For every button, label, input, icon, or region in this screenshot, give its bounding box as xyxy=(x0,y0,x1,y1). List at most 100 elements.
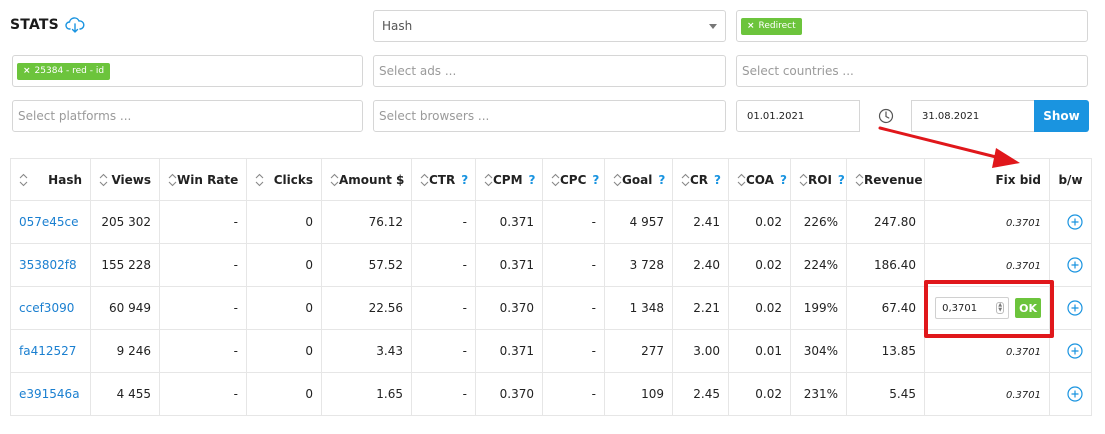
col-header-cpc[interactable]: CPC? xyxy=(542,158,605,201)
browsers-select[interactable]: Select browsers ... xyxy=(373,100,726,132)
col-label: CPM xyxy=(493,172,523,187)
redirect-tag-label: Redirect xyxy=(758,21,796,31)
col-header-revenue[interactable]: Revenue xyxy=(846,158,925,201)
add-circle-icon[interactable] xyxy=(1067,257,1083,273)
type-multiselect[interactable]: × Redirect xyxy=(736,10,1088,42)
cell-goal: 277 xyxy=(604,329,673,373)
sort-icon[interactable] xyxy=(613,173,622,187)
add-circle-icon[interactable] xyxy=(1067,300,1083,316)
fix-bid-input-value: 0,3701 xyxy=(942,302,978,314)
sort-icon[interactable] xyxy=(330,173,339,187)
countries-select[interactable]: Select countries ... xyxy=(736,55,1088,87)
chevron-down-icon xyxy=(709,24,717,29)
sort-icon[interactable] xyxy=(420,173,429,187)
col-header-cpm[interactable]: CPM? xyxy=(475,158,543,201)
cell-cpc: - xyxy=(542,286,605,330)
col-header-ctr[interactable]: CTR? xyxy=(411,158,476,201)
date-from-value: 01.01.2021 xyxy=(747,110,805,122)
cell-ctr: - xyxy=(411,372,476,416)
campaign-tag: × 25384 - red - id xyxy=(17,62,111,80)
cell-amount: 57.52 xyxy=(321,243,412,287)
stats-table: Hash Views Win Rate Clicks Amount $ CTR?… xyxy=(10,158,1092,416)
sort-icon[interactable] xyxy=(551,173,560,187)
sort-icon[interactable] xyxy=(255,173,264,187)
table-row: 353802f8 155 228 - 0 57.52 - 0.371 - 3 7… xyxy=(10,243,1092,287)
col-header-views[interactable]: Views xyxy=(90,158,160,201)
cell-revenue: 13.85 xyxy=(846,329,925,373)
hash-select[interactable]: Hash xyxy=(373,10,726,42)
campaign-multiselect[interactable]: × 25384 - red - id xyxy=(12,55,363,87)
col-label: CR xyxy=(690,172,709,187)
col-header-amount[interactable]: Amount $ xyxy=(321,158,412,201)
cloud-download-icon[interactable] xyxy=(65,16,85,34)
cell-clicks: 0 xyxy=(246,372,322,416)
date-to-input[interactable]: 31.08.2021 xyxy=(911,100,1035,132)
fix-bid-value[interactable]: 0.3701 xyxy=(1006,218,1041,229)
number-spinner-icon[interactable]: ▲ ▼ xyxy=(996,302,1005,314)
sort-icon[interactable] xyxy=(19,173,28,187)
hash-link[interactable]: 353802f8 xyxy=(19,258,77,272)
sort-icon[interactable] xyxy=(99,173,108,187)
fix-bid-input[interactable]: 0,3701 ▲ ▼ xyxy=(935,297,1010,319)
sort-icon[interactable] xyxy=(799,173,808,187)
help-icon[interactable]: ? xyxy=(658,172,666,187)
col-header-coa[interactable]: COA? xyxy=(728,158,791,201)
cell-amount: 1.65 xyxy=(321,372,412,416)
date-to-value: 31.08.2021 xyxy=(922,110,980,122)
cell-coa: 0.02 xyxy=(728,200,791,244)
add-circle-icon[interactable] xyxy=(1067,343,1083,359)
col-header-hash[interactable]: Hash xyxy=(10,158,91,201)
col-header-goal[interactable]: Goal? xyxy=(604,158,673,201)
cell-cpc: - xyxy=(542,200,605,244)
help-icon[interactable]: ? xyxy=(461,172,469,187)
cell-ctr: - xyxy=(411,243,476,287)
sort-icon[interactable] xyxy=(681,173,690,187)
add-circle-icon[interactable] xyxy=(1067,386,1083,402)
cell-cpm: 0.371 xyxy=(475,200,543,244)
cell-cpm: 0.370 xyxy=(475,372,543,416)
show-button[interactable]: Show xyxy=(1034,100,1089,132)
tag-remove-icon[interactable]: × xyxy=(23,66,31,76)
col-label: b/w xyxy=(1058,172,1083,187)
ads-select[interactable]: Select ads ... xyxy=(373,55,726,87)
col-header-cr[interactable]: CR? xyxy=(672,158,729,201)
cell-views: 155 228 xyxy=(90,243,160,287)
tag-remove-icon[interactable]: × xyxy=(747,21,755,31)
hash-link[interactable]: 057e45ce xyxy=(19,215,79,229)
sort-icon[interactable] xyxy=(855,173,864,187)
cell-cpm: 0.370 xyxy=(475,286,543,330)
fix-bid-value[interactable]: 0.3701 xyxy=(1006,390,1041,401)
col-header-roi[interactable]: ROI? xyxy=(790,158,847,201)
sort-icon[interactable] xyxy=(737,173,746,187)
help-icon[interactable]: ? xyxy=(592,172,600,187)
help-icon[interactable]: ? xyxy=(528,172,536,187)
col-header-win-rate[interactable]: Win Rate xyxy=(159,158,247,201)
fix-bid-value[interactable]: 0.3701 xyxy=(1006,261,1041,272)
col-label: Clicks xyxy=(273,172,313,187)
col-header-clicks[interactable]: Clicks xyxy=(246,158,322,201)
hash-link[interactable]: ccef3090 xyxy=(19,301,75,315)
page-title-text: STATS xyxy=(10,17,59,33)
sort-icon[interactable] xyxy=(168,173,177,187)
platforms-select[interactable]: Select platforms ... xyxy=(12,100,363,132)
help-icon[interactable]: ? xyxy=(714,172,722,187)
cell-coa: 0.01 xyxy=(728,329,791,373)
hash-link[interactable]: e391546a xyxy=(19,387,80,401)
help-icon[interactable]: ? xyxy=(779,172,787,187)
cell-cr: 3.00 xyxy=(672,329,729,373)
cell-clicks: 0 xyxy=(246,329,322,373)
hash-link[interactable]: fa412527 xyxy=(19,344,77,358)
date-from-input[interactable]: 01.01.2021 xyxy=(736,100,860,132)
fix-bid-value[interactable]: 0.3701 xyxy=(1006,347,1041,358)
sort-icon[interactable] xyxy=(484,173,493,187)
cell-revenue: 5.45 xyxy=(846,372,925,416)
cell-goal: 1 348 xyxy=(604,286,673,330)
cell-goal: 4 957 xyxy=(604,200,673,244)
ok-button[interactable]: OK xyxy=(1015,298,1041,318)
cell-coa: 0.02 xyxy=(728,243,791,287)
cell-cr: 2.21 xyxy=(672,286,729,330)
add-circle-icon[interactable] xyxy=(1067,214,1083,230)
fix-bid-editor: 0,3701 ▲ ▼ OK xyxy=(933,297,1041,319)
help-icon[interactable]: ? xyxy=(837,172,845,187)
